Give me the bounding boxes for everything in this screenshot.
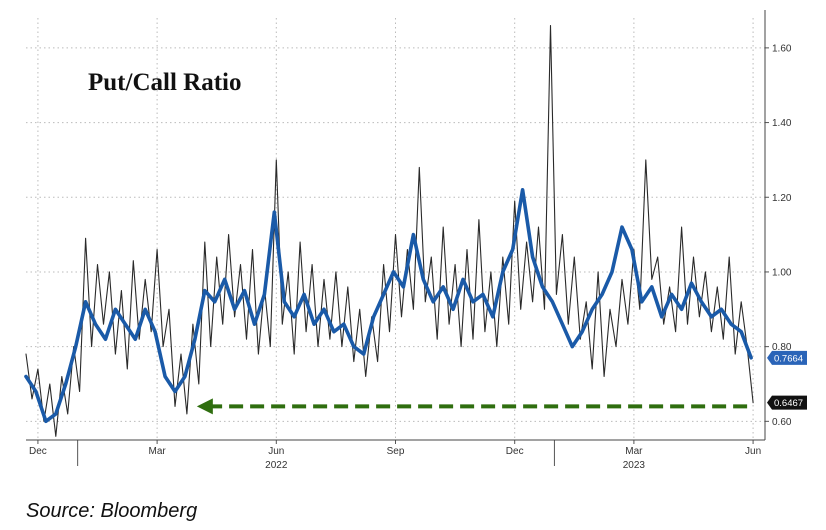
badge-value: 0.7664 [774,353,803,364]
y-tick-label: 0.60 [772,417,792,428]
x-tick-label: Dec [29,446,47,457]
x-year-label: 2022 [265,460,288,471]
y-tick-label: 1.00 [772,267,792,278]
chart-title: Put/Call Ratio [88,69,241,96]
x-year-label: 2023 [623,460,646,471]
last-value-badge-smoothed: 0.7664 [767,350,807,365]
y-tick-label: 0.80 [772,342,792,353]
x-tick-label: Sep [387,446,405,457]
chart-series [24,24,754,437]
support-arrow-head [196,398,213,415]
daily-ratio-line [25,24,754,437]
badge-value: 0.6467 [774,398,803,409]
x-tick-label: Jun [268,446,284,457]
y-tick-label: 1.40 [772,118,792,129]
last-value-badge-daily: 0.6467 [767,395,807,410]
x-tick-label: Jun [745,446,761,457]
y-tick-label: 1.60 [772,43,792,54]
chart-annotation [196,398,748,415]
x-tick-label: Dec [506,446,524,457]
y-tick-label: 1.20 [772,193,792,204]
x-tick-label: Mar [148,446,166,457]
smoothed-ratio-line [24,188,753,424]
chart-axes: 0.60 0.80 1.00 1.20 1.40 1.60 Dec Mar Jun Sep Dec M… [26,10,807,471]
source-caption: Source: Bloomberg [26,500,198,522]
badge-background [767,350,807,365]
x-tick-label: Mar [625,446,643,457]
badge-background [767,395,807,410]
